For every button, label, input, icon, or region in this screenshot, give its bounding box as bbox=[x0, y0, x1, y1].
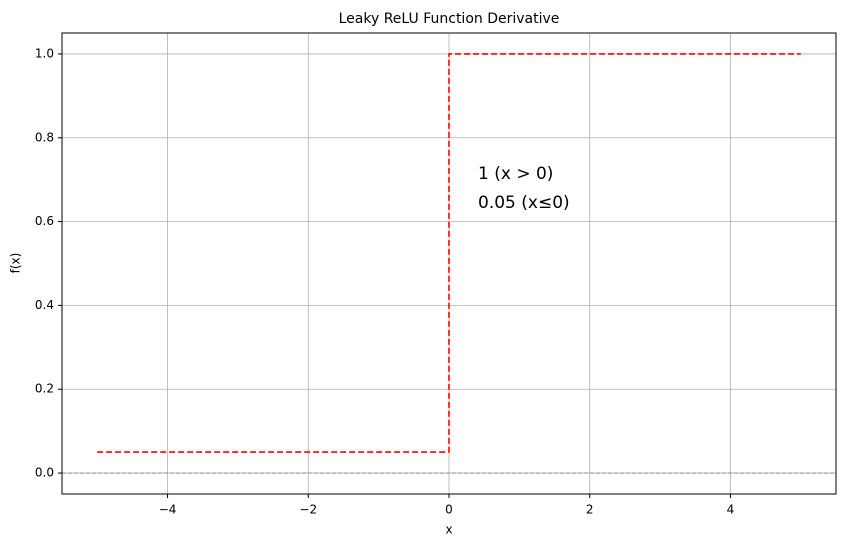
x-axis-label: x bbox=[445, 523, 452, 537]
y-tick-label: 0.0 bbox=[35, 466, 54, 480]
line bbox=[97, 53, 801, 453]
y-tick-label: 0.2 bbox=[35, 382, 54, 396]
x-tick-label: 0 bbox=[445, 503, 453, 517]
x-tick-label: 4 bbox=[727, 503, 735, 517]
chart-title: Leaky ReLU Function Derivative bbox=[339, 11, 560, 27]
annotation: 1 (x > 0) bbox=[478, 164, 553, 184]
y-tick-label: 1.0 bbox=[35, 46, 54, 60]
x-tick-label: 2 bbox=[586, 503, 594, 517]
x-tick-label: −2 bbox=[299, 503, 317, 517]
x-tick-label: −4 bbox=[159, 503, 177, 517]
annotation: 0.05 (x≤0) bbox=[478, 193, 570, 213]
y-tick-label: 0.4 bbox=[35, 298, 54, 312]
y-tick-label: 0.6 bbox=[35, 214, 54, 228]
y-axis-label: f(x) bbox=[9, 253, 23, 274]
plot-frame bbox=[61, 32, 837, 495]
y-tick-label: 0.8 bbox=[35, 130, 54, 144]
